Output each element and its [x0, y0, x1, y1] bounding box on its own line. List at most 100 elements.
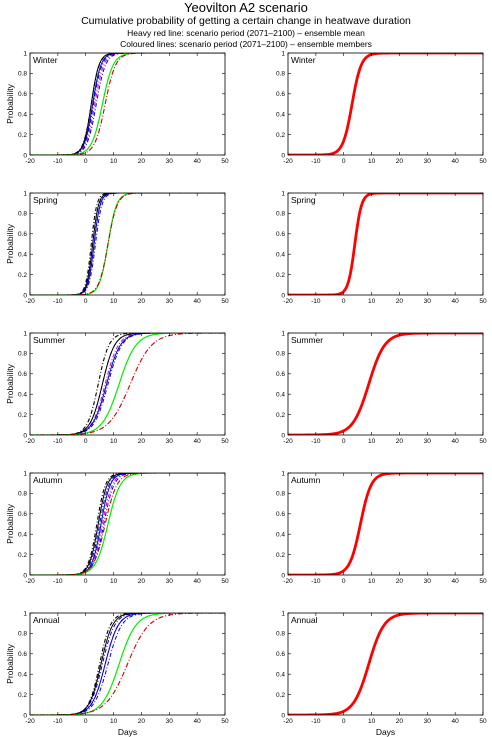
series-line-green [30, 473, 225, 575]
x-tick-label: -20 [283, 298, 293, 305]
x-tick-label: 10 [368, 718, 376, 725]
x-tick-label: 40 [452, 158, 460, 165]
y-tick-label: 0.8 [18, 351, 27, 358]
x-tick-label: 30 [424, 158, 432, 165]
legend-line-mean: Heavy red line: scenario period (2071–21… [127, 28, 365, 38]
x-tick-label: 30 [424, 578, 432, 585]
series-line-blue-dashdot [30, 613, 225, 715]
y-tick-label: 1 [23, 190, 27, 197]
x-tick-label: -20 [25, 718, 35, 725]
legend-line-members: Coloured lines: scenario period (2071–21… [120, 39, 372, 49]
x-tick-label: -10 [311, 438, 321, 445]
series-line-black-dashdot [30, 193, 225, 295]
x-tick-label: 0 [84, 438, 88, 445]
x-tick-label: 20 [396, 298, 404, 305]
x-tick-label: 10 [110, 718, 118, 725]
x-tick-label: 50 [479, 298, 487, 305]
x-tick-label: 10 [368, 298, 376, 305]
series-line-red-dashdot [30, 613, 225, 715]
y-tick-label: 0.6 [18, 511, 27, 518]
series-line-blue-dashdot [30, 193, 225, 295]
series-line-mean [288, 333, 483, 435]
season-label: Winter [33, 55, 58, 65]
panel-annual-mean: -20 -10 0 10 20 30 40 50 0 0.2 0.4 0.6 0.8 1 Annual Day… [276, 610, 487, 737]
y-tick-label: 0 [23, 712, 27, 719]
series-line-black [30, 193, 225, 295]
x-tick-label: 50 [221, 158, 229, 165]
axes-box [29, 52, 226, 156]
y-tick-label: 1 [23, 610, 27, 617]
series-line-magenta-dashdot [30, 53, 225, 155]
axes-box [287, 612, 484, 716]
y-tick-label: 0.8 [276, 631, 285, 638]
series-line-black-dashdot [30, 333, 225, 435]
y-tick-label: 0.6 [18, 231, 27, 238]
series-line-mean [288, 193, 483, 295]
x-tick-label: 10 [110, 578, 118, 585]
x-tick-label: 20 [396, 718, 404, 725]
x-tick-label: 10 [368, 578, 376, 585]
series-line-red-dashdot [30, 53, 225, 155]
x-tick-label: 30 [166, 578, 174, 585]
season-label: Annual [291, 615, 318, 625]
x-tick-label: 30 [166, 438, 174, 445]
y-tick-label: 0.6 [18, 91, 27, 98]
curves [288, 333, 483, 435]
y-tick-label: 1 [23, 470, 27, 477]
x-tick-label: 50 [479, 158, 487, 165]
x-tick-label: 0 [342, 718, 346, 725]
series-line-green [30, 333, 225, 435]
x-tick-label: 50 [221, 718, 229, 725]
panel-winter-mean: -20 -10 0 10 20 30 40 50 0 0.2 0.4 0.6 0.8 1 Winter [276, 50, 487, 165]
x-tick-label: 50 [221, 298, 229, 305]
panel-spring-members: -20 -10 0 10 20 30 40 50 0 0.2 0.4 0.6 0.8 1 Spring Pro… [5, 190, 229, 305]
y-tick-label: 0.4 [276, 392, 285, 399]
y-tick-label: 0 [281, 292, 285, 299]
curves [30, 53, 225, 155]
y-axis-label: Probability [5, 83, 15, 123]
x-tick-label: 40 [452, 438, 460, 445]
x-tick-label: 20 [396, 438, 404, 445]
y-tick-label: 0.6 [18, 651, 27, 658]
axes-box [287, 332, 484, 436]
x-tick-label: 50 [221, 438, 229, 445]
x-tick-label: 40 [194, 438, 202, 445]
curves [30, 193, 225, 295]
x-axis-label: Days [118, 727, 137, 737]
panel-winter-members: -20 -10 0 10 20 30 40 50 0 0.2 0.4 0.6 0.8 1 Winter Pro… [5, 50, 229, 165]
y-tick-label: 0.2 [18, 692, 27, 699]
y-axis-label: Probability [5, 503, 15, 543]
x-tick-label: 40 [194, 578, 202, 585]
axes-box [29, 332, 226, 436]
series-line-black [30, 333, 225, 435]
figure-titles: Yeovilton A2 scenario Cumulative probabi… [0, 0, 492, 50]
y-axis-label: Probability [5, 223, 15, 263]
y-tick-label: 1 [281, 190, 285, 197]
y-tick-label: 0.6 [18, 371, 27, 378]
series-line-red-dashdot [30, 193, 225, 295]
series-line-magenta-dashdot [30, 193, 225, 295]
x-tick-label: -20 [283, 578, 293, 585]
axes-box [287, 52, 484, 156]
season-label: Annual [33, 615, 60, 625]
x-tick-label: 50 [479, 438, 487, 445]
series-line-red-dashdot [30, 333, 225, 435]
x-tick-label: 50 [479, 718, 487, 725]
y-tick-label: 1 [281, 330, 285, 337]
series-line-blue-dashdot [30, 193, 225, 295]
x-tick-label: 40 [194, 718, 202, 725]
series-line-blue [30, 53, 225, 155]
y-tick-label: 0.2 [18, 132, 27, 139]
y-tick-label: 0.6 [276, 371, 285, 378]
y-tick-label: 1 [23, 330, 27, 337]
x-axis-label: Days [376, 727, 395, 737]
x-tick-label: 0 [342, 578, 346, 585]
y-tick-label: 0.4 [18, 252, 27, 259]
figure-subtitle: Cumulative probability of getting a cert… [81, 15, 411, 27]
curves [30, 473, 225, 575]
x-tick-label: 20 [138, 438, 146, 445]
y-tick-label: 0.2 [276, 272, 285, 279]
series-line-mean [288, 473, 483, 575]
series-line-blue-dashdot [30, 333, 225, 435]
x-tick-label: -20 [283, 158, 293, 165]
